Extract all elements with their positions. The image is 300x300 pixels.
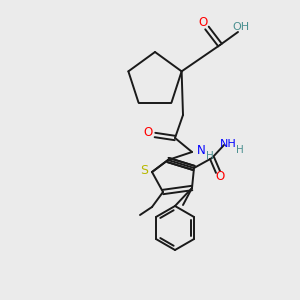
Text: H: H <box>206 151 214 161</box>
Text: O: O <box>215 170 225 184</box>
Text: H: H <box>236 145 244 155</box>
Text: O: O <box>198 16 208 29</box>
Text: OH: OH <box>232 22 250 32</box>
Text: N: N <box>197 143 206 157</box>
Text: O: O <box>143 127 153 140</box>
Text: NH: NH <box>220 139 236 149</box>
Text: S: S <box>140 164 148 178</box>
